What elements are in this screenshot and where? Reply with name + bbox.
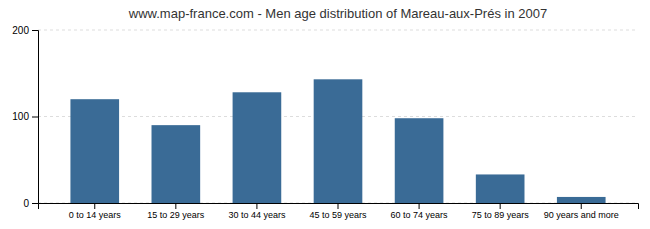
y-tick-mark (32, 203, 38, 204)
bar (557, 197, 606, 203)
x-tick-label: 30 to 44 years (228, 210, 286, 220)
y-tick-label: 200 (12, 25, 29, 36)
plot: 0 100 200 0 to 14 years 15 to 29 years 30 to … (12, 25, 638, 221)
x-tick: 15 to 29 years (147, 203, 205, 220)
x-tick-label: 90 years and more (544, 210, 619, 220)
x-tick-label: 60 to 74 years (391, 210, 449, 220)
x-tick: 90 years and more (544, 203, 619, 220)
y-tick: 100 (12, 111, 38, 122)
x-tick-label: 75 to 89 years (472, 210, 530, 220)
grid-line (38, 30, 638, 31)
x-tick-label: 0 to 14 years (69, 210, 122, 220)
x-tick-label: 45 to 59 years (309, 210, 367, 220)
x-tick: 0 to 14 years (69, 203, 122, 220)
title: www.map-france.com - Men age distributio… (128, 6, 547, 21)
x-tick-mark (94, 203, 95, 209)
x-tick-mark (419, 203, 420, 209)
bar (476, 174, 525, 203)
y-axis: 0 100 200 (12, 25, 38, 209)
bar (70, 99, 119, 203)
x-axis-line (39, 204, 639, 210)
x-tick-mark (500, 203, 501, 209)
chart: www.map-france.com - Men age distributio… (0, 0, 650, 229)
bar (395, 118, 444, 203)
bar (233, 92, 282, 203)
y-axis-line (32, 31, 39, 204)
x-axis: 0 to 14 years 15 to 29 years 30 to 44 year… (39, 203, 639, 220)
x-tick: 45 to 59 years (309, 203, 367, 220)
x-tick-mark (256, 203, 257, 209)
x-tick: 75 to 89 years (472, 203, 530, 220)
y-tick: 0 (23, 198, 38, 209)
x-tick: 30 to 44 years (228, 203, 286, 220)
bars (70, 79, 605, 203)
x-tick-mark (175, 203, 176, 209)
y-tick-mark (32, 117, 38, 118)
x-tick-mark (338, 203, 339, 209)
bar (314, 79, 363, 203)
y-tick-label: 100 (12, 111, 29, 122)
bar (152, 125, 201, 203)
x-tick: 60 to 74 years (391, 203, 449, 220)
x-tick-mark (581, 203, 582, 209)
grid (38, 30, 638, 203)
y-tick-mark (32, 30, 38, 31)
y-tick: 200 (12, 25, 38, 36)
x-tick-label: 15 to 29 years (147, 210, 205, 220)
y-tick-label: 0 (23, 198, 29, 209)
